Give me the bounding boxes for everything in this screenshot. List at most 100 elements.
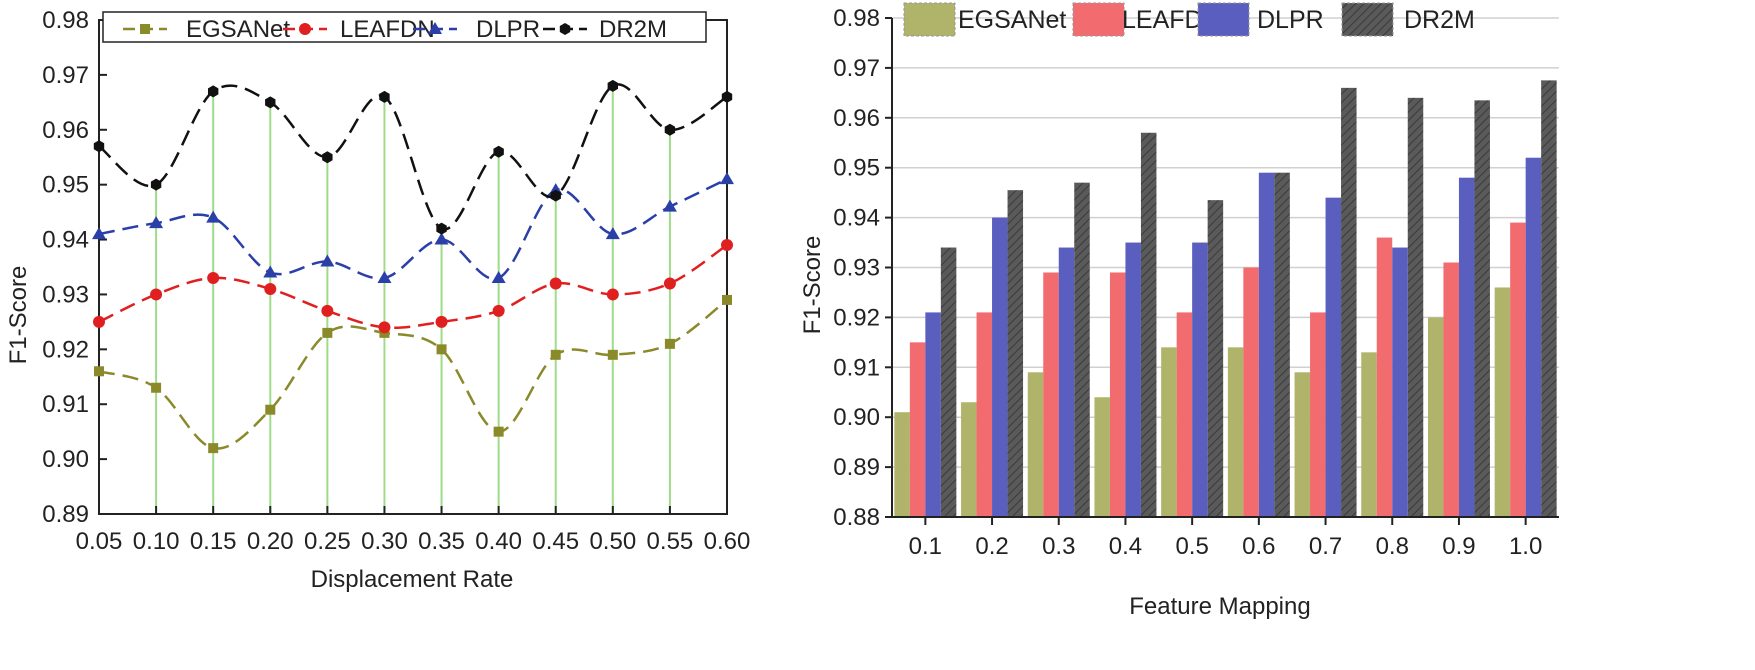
bar-group xyxy=(961,190,1024,517)
data-point-dr2m xyxy=(493,145,504,158)
bar-group xyxy=(1361,97,1424,518)
legend-label-dlpr: DLPR xyxy=(1257,6,1324,34)
bar-leafdn xyxy=(1043,272,1059,517)
data-point-egsanet xyxy=(550,349,561,360)
y-tick-label: 0.93 xyxy=(42,281,89,308)
legend-label-dr2m: DR2M xyxy=(1404,6,1475,34)
y-tick-label: 0.92 xyxy=(833,304,880,331)
bar-leafdn xyxy=(1443,262,1459,517)
legend: EGSANet LEAFDN DLPR DR2M xyxy=(903,2,1475,37)
x-tick-label: 0.55 xyxy=(647,528,694,555)
y-tick-label: 0.95 xyxy=(833,155,880,182)
y-tick-label: 0.97 xyxy=(833,55,880,82)
data-point-dlpr xyxy=(662,199,677,212)
y-tick-label: 0.95 xyxy=(42,172,89,199)
bar-dr2m xyxy=(1207,200,1224,517)
y-tick-label: 0.90 xyxy=(42,446,89,473)
legend-swatch-dr2m xyxy=(1341,2,1394,37)
series-line-dr2m xyxy=(98,83,728,231)
data-point-egsanet xyxy=(436,344,447,355)
bar-dlpr xyxy=(925,312,941,517)
x-tick-label: 0.1 xyxy=(909,533,942,560)
y-tick-label: 0.97 xyxy=(42,62,89,89)
legend-swatch-dlpr xyxy=(1197,2,1250,37)
bar-dr2m xyxy=(1541,80,1557,517)
x-tick-label: 0.10 xyxy=(133,528,180,555)
data-point-egsanet xyxy=(722,294,732,305)
data-point-dr2m xyxy=(322,151,333,164)
bar-leafdn xyxy=(1243,267,1259,517)
data-point-dlpr xyxy=(320,254,335,267)
y-tick-label: 0.90 xyxy=(833,404,880,431)
x-tick-label: 0.20 xyxy=(247,528,294,555)
data-point-dr2m xyxy=(265,96,276,109)
bar-dr2m xyxy=(1341,87,1357,518)
data-point-dr2m xyxy=(550,189,561,202)
x-tick-label: 0.2 xyxy=(975,533,1008,560)
bar-dlpr xyxy=(992,217,1008,517)
bar-egsanet xyxy=(894,412,910,517)
data-point-dr2m xyxy=(721,90,733,103)
bar-egsanet xyxy=(1094,397,1110,517)
data-point-dr2m xyxy=(379,90,390,103)
bar-dr2m xyxy=(1274,172,1290,517)
data-point-egsanet xyxy=(493,426,504,437)
bar-egsanet xyxy=(1294,372,1311,517)
x-tick-label: 0.40 xyxy=(475,528,522,555)
bar-dlpr xyxy=(1458,177,1475,517)
y-tick-label: 0.94 xyxy=(42,227,89,254)
data-point-leafdn xyxy=(435,315,448,328)
bar-leafdn xyxy=(1176,312,1193,517)
bar-egsanet xyxy=(961,402,977,517)
x-tick-label: 1.0 xyxy=(1509,533,1542,560)
data-point-leafdn xyxy=(321,304,334,317)
x-tick-label: 0.5 xyxy=(1175,533,1208,560)
legend-label-egsanet: EGSANet xyxy=(186,16,290,43)
bar-dr2m xyxy=(1140,132,1157,517)
bar-leafdn xyxy=(976,312,993,517)
y-tick-label: 0.94 xyxy=(833,205,880,232)
data-point-dlpr xyxy=(263,265,278,278)
data-point-dr2m xyxy=(436,222,447,235)
right-x-axis-title: Feature Mapping xyxy=(1129,593,1310,620)
y-tick-label: 0.98 xyxy=(42,7,89,34)
legend-marker-egsanet xyxy=(140,24,150,34)
data-point-dr2m xyxy=(664,123,676,136)
bar-group xyxy=(1094,132,1157,518)
bar-group xyxy=(1161,200,1224,518)
right-y-axis-title: F1-Score xyxy=(799,236,826,335)
bar-dr2m xyxy=(1407,97,1424,517)
bar-egsanet xyxy=(1027,372,1044,517)
data-point-dlpr xyxy=(149,216,164,229)
bar-group xyxy=(1227,172,1290,517)
data-point-egsanet xyxy=(265,404,276,415)
y-tick-label: 0.89 xyxy=(42,501,89,528)
x-tick-label: 0.7 xyxy=(1309,533,1342,560)
y-tick-label: 0.89 xyxy=(833,454,880,481)
data-point-leafdn xyxy=(721,239,733,252)
data-point-dlpr xyxy=(491,270,506,283)
data-point-leafdn xyxy=(606,288,619,301)
bar-leafdn xyxy=(909,342,926,517)
bar-dlpr xyxy=(1325,197,1342,517)
bar-chart-feature-mapping: F1-Score Feature Mapping 0.1 0.2 0.3 0.4 0.5… xyxy=(799,2,1559,620)
bar-dr2m xyxy=(1007,190,1024,517)
data-point-egsanet xyxy=(607,349,618,360)
y-tick-label: 0.91 xyxy=(833,354,880,381)
data-point-leafdn xyxy=(207,271,220,284)
bar-dlpr xyxy=(1392,247,1408,518)
data-point-dr2m xyxy=(607,79,619,92)
data-point-dlpr xyxy=(92,227,106,240)
data-point-dlpr xyxy=(605,227,620,240)
data-point-dlpr xyxy=(434,232,449,245)
y-tick-label: 0.96 xyxy=(42,117,89,144)
bar-group xyxy=(894,247,957,518)
bar-group xyxy=(1294,87,1357,518)
data-point-egsanet xyxy=(322,327,333,338)
data-point-dr2m xyxy=(150,178,162,191)
bar-dlpr xyxy=(1258,172,1275,517)
data-point-leafdn xyxy=(492,304,505,317)
bar-egsanet xyxy=(1494,287,1511,517)
data-point-leafdn xyxy=(663,277,676,290)
legend-marker-leafdn xyxy=(299,23,311,35)
